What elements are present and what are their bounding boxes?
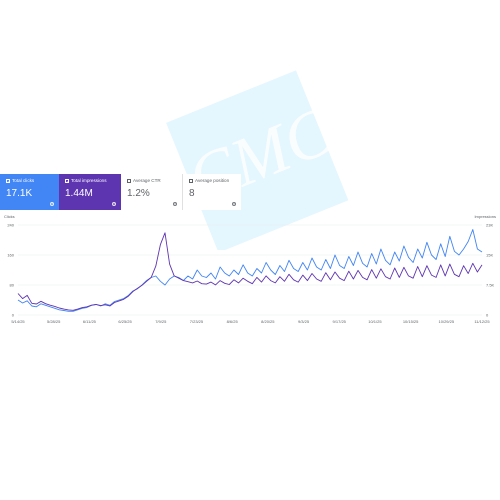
checkbox-checked-icon[interactable]: ✓ — [65, 179, 70, 184]
x-tick-label: 8/6/25 — [227, 319, 239, 324]
y-tick-label-right: 7.5K — [486, 282, 495, 287]
x-tick-label: 6/11/25 — [83, 319, 97, 324]
card-label: Total impressions — [71, 178, 107, 183]
card-label: Total clicks — [12, 178, 35, 183]
y-tick-label-right: 0 — [486, 312, 489, 317]
checkbox-checked-icon[interactable]: ✓ — [6, 179, 11, 184]
average-ctr-card[interactable]: Average CTR 1.2% ? — [121, 174, 183, 210]
x-tick-label: 8/20/25 — [261, 319, 275, 324]
y-tick-label-left: 0 — [12, 312, 15, 317]
performance-chart: Clicks Impressions 240 23K 160 15K 80 7.5K 0 0 5… — [4, 214, 496, 324]
x-tick-label: 7/9/25 — [155, 319, 167, 324]
total-impressions-card[interactable]: ✓ Total impressions 1.44M ? — [59, 174, 121, 210]
info-icon[interactable]: ? — [50, 202, 54, 206]
x-tick-label: 11/12/25 — [474, 319, 490, 324]
y-tick-label-left: 80 — [10, 282, 15, 287]
card-value: 1.44M — [65, 188, 93, 199]
checkbox-unchecked-icon[interactable] — [189, 179, 193, 183]
x-tick-label: 9/17/25 — [333, 319, 347, 324]
info-icon[interactable]: ? — [173, 202, 177, 206]
left-axis-title: Clicks — [4, 214, 15, 219]
y-tick-label-right: 23K — [486, 222, 493, 227]
right-axis-title: Impressions — [474, 214, 496, 219]
checkbox-unchecked-icon[interactable] — [127, 179, 131, 183]
card-value: 1.2% — [127, 188, 150, 199]
series-line-impressions — [17, 232, 483, 311]
total-clicks-card[interactable]: ✓ Total clicks 17.1K ? — [0, 174, 59, 210]
card-label: Average CTR — [133, 178, 161, 183]
info-icon[interactable]: ? — [232, 202, 236, 206]
card-value: 17.1K — [6, 188, 33, 199]
x-tick-label: 5/28/25 — [47, 319, 61, 324]
x-tick-label: 9/3/25 — [298, 319, 310, 324]
x-tick-label: 10/29/25 — [439, 319, 455, 324]
metric-cards: ✓ Total clicks 17.1K ? ✓ Total impressio… — [0, 174, 241, 210]
x-tick-label: 6/25/25 — [118, 319, 132, 324]
card-value: 8 — [189, 188, 195, 199]
x-tick-label: 10/15/25 — [403, 319, 419, 324]
average-position-card[interactable]: Average position 8 ? — [183, 174, 241, 210]
card-label: Average position — [195, 178, 230, 183]
y-tick-label-left: 160 — [7, 252, 14, 257]
x-tick-label: 10/1/25 — [368, 319, 382, 324]
x-tick-label: 5/14/25 — [11, 319, 25, 324]
series-line-clicks — [17, 229, 483, 312]
y-tick-label-left: 240 — [7, 222, 14, 227]
info-icon[interactable]: ? — [112, 202, 116, 206]
y-tick-label-right: 15K — [486, 252, 493, 257]
x-tick-label: 7/23/25 — [190, 319, 204, 324]
